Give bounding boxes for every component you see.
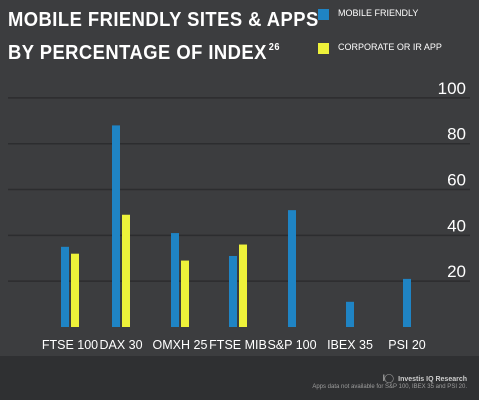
legend-swatch-mobile-friendly <box>318 9 329 20</box>
title-line-2-text: BY PERCENTAGE OF INDEX <box>8 42 267 64</box>
title-line-2: BY PERCENTAGE OF INDEX 26 <box>8 34 319 67</box>
footer-logo: I◯ Investis IQ Research <box>383 373 467 384</box>
legend-label-corporate-app: CORPORATE OR IR APP <box>338 42 442 52</box>
footer-note: Apps data not available for S&P 100, IBE… <box>312 384 467 390</box>
x-tick-label-5: IBEX 35 <box>327 338 373 352</box>
bar-corporate-app-3 <box>239 244 247 327</box>
legend-label-mobile-friendly: MOBILE FRIENDLY <box>338 8 419 18</box>
logo-text: Investis IQ Research <box>398 376 467 383</box>
bar-mobile-friendly-0 <box>61 246 69 327</box>
bar-mobile-friendly-5 <box>346 301 354 327</box>
footer-bar: I◯ Investis IQ Research Apps data not ava… <box>0 356 479 400</box>
x-tick-label-3: FTSE MIB <box>209 338 267 352</box>
x-tick-label-2: OMXH 25 <box>153 338 208 352</box>
x-tick-label-0: FTSE 100 <box>42 338 98 352</box>
y-tick-label-40: 40 <box>447 216 466 235</box>
bar-corporate-app-1 <box>122 214 130 327</box>
y-tick-label-100: 100 <box>438 79 466 98</box>
bar-corporate-app-0 <box>71 253 79 327</box>
bar-mobile-friendly-2 <box>171 233 179 327</box>
bar-mobile-friendly-1 <box>112 125 120 328</box>
x-tick-label-1: DAX 30 <box>99 338 142 352</box>
bar-mobile-friendly-4 <box>288 210 296 327</box>
y-tick-label-60: 60 <box>447 171 466 190</box>
x-tick-label-6: PSI 20 <box>388 338 426 352</box>
chart-title: MOBILE FRIENDLY SITES & APPS BY PERCENTA… <box>8 6 319 67</box>
bar-mobile-friendly-6 <box>403 278 411 327</box>
title-footnote-ref: 26 <box>268 42 280 53</box>
legend-swatch-corporate-app <box>318 43 329 54</box>
bar-mobile-friendly-3 <box>229 255 237 327</box>
bar-corporate-app-2 <box>181 260 189 327</box>
y-tick-label-80: 80 <box>447 125 466 144</box>
bar-chart: 20 40 60 80 100 FTSE 100 DAX 30 OMXH 25 FTSE MIB… <box>8 79 470 352</box>
x-tick-label-4: S&P 100 <box>267 338 316 352</box>
title-line-1: MOBILE FRIENDLY SITES & APPS <box>8 9 319 31</box>
y-tick-label-20: 20 <box>447 262 466 281</box>
logo-icon: I◯ <box>382 373 395 383</box>
